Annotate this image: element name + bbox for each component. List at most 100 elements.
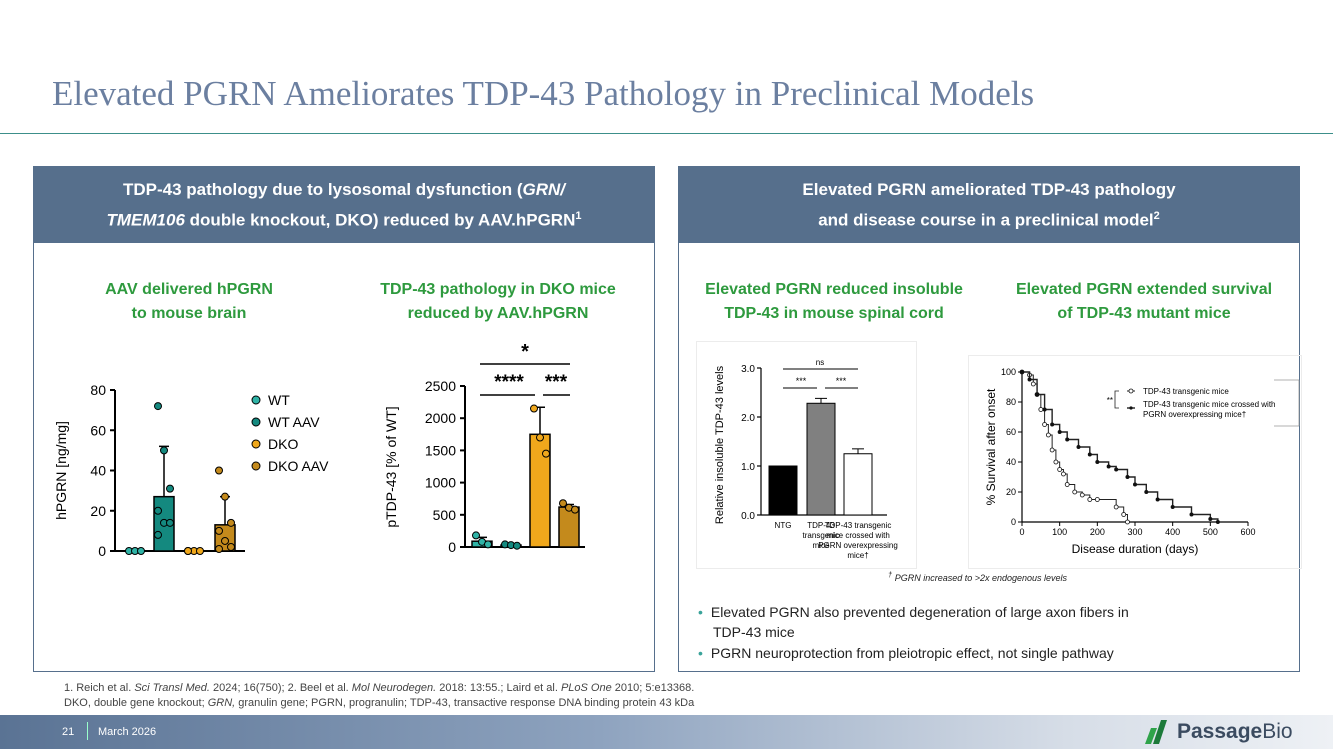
chart-hpgrn: 0 20 40 60 80 hPGRN [ng/mg] WT WT AAV DKO DKO AAV — [53, 382, 329, 559]
data-point — [215, 526, 223, 535]
survival-marker — [1114, 467, 1119, 472]
references: 1. Reich et al. Sci Transl Med. 2024; 16… — [64, 681, 694, 711]
right-sub1-line2: TDP-43 in mouse spinal cord — [724, 305, 944, 322]
footer-bar — [0, 715, 1333, 749]
left-panel-header: TDP-43 pathology due to lysosomal dysfun… — [34, 167, 654, 243]
legend-label: DKO AAV — [268, 458, 329, 474]
y-tick-label: 2500 — [425, 378, 456, 394]
y-axis-label: Relative insoluble TDP-43 levels — [714, 365, 726, 524]
survival-marker — [1144, 489, 1149, 494]
data-point — [184, 547, 192, 555]
title-divider — [0, 133, 1333, 134]
left-sub1: AAV delivered hPGRN to mouse brain — [60, 278, 318, 326]
y-tick-label: 1000 — [425, 475, 456, 491]
sig-bracket — [1114, 390, 1119, 409]
sig-label: *** — [836, 376, 847, 386]
legend-marker — [1128, 388, 1134, 394]
bullet-dot: • — [698, 645, 703, 661]
y-tick-label: 80 — [90, 382, 106, 398]
ref-text: 2024; 16(750); 2. Beel et al. — [209, 682, 352, 694]
legend-label: WT AAV — [268, 414, 320, 430]
passage-bio-logo: PassageBio — [1145, 720, 1293, 744]
footnote-text: PGRN increased to >2x endogenous levels — [894, 573, 1068, 583]
bullet-dot: • — [698, 604, 703, 620]
ref-text: DKO, double gene knockout; — [64, 697, 208, 709]
y-tick-label: 20 — [90, 503, 106, 519]
survival-marker — [1132, 482, 1137, 487]
right-header-line1: Elevated PGRN ameliorated TDP-43 patholo… — [802, 179, 1176, 199]
data-point — [154, 402, 162, 411]
survival-marker — [1050, 422, 1055, 427]
left-header-gene: GRN/ — [522, 179, 566, 199]
legend-label: DKO — [268, 436, 298, 452]
survival-marker — [1125, 519, 1130, 525]
left-sub1-line2: to mouse brain — [131, 305, 247, 322]
data-point — [536, 433, 544, 442]
logo-text: PassageBio — [1177, 720, 1293, 744]
survival-marker — [1079, 492, 1085, 498]
left-header-text2: double knockout, DKO) reduced by AAV.hPG… — [184, 210, 576, 230]
ref-text: 1. Reich et al. — [64, 682, 135, 694]
survival-marker — [1215, 519, 1220, 524]
page-number: 21 — [62, 726, 75, 738]
ref-gene: GRN, — [207, 697, 236, 709]
x-category-label: mice† — [847, 551, 868, 560]
left-panel: TDP-43 pathology due to lysosomal dysfun… — [33, 166, 655, 672]
survival-marker — [1035, 392, 1040, 397]
y-tick-label: 40 — [1006, 457, 1016, 467]
data-point — [227, 518, 235, 527]
survival-marker — [1087, 452, 1092, 457]
sig-label: ** — [1107, 396, 1113, 405]
footer-divider — [87, 722, 88, 740]
y-axis-label: % Survival after onset — [984, 388, 998, 505]
x-category-label: NTG — [775, 521, 792, 530]
y-tick-label: 2.0 — [741, 413, 755, 424]
survival-marker — [1189, 512, 1194, 517]
footnote: † PGRN increased to >2x endogenous level… — [888, 570, 1067, 583]
data-point — [215, 544, 223, 553]
bullet-2: • PGRN neuroprotection from pleiotropic e… — [698, 644, 1114, 662]
chart-insoluble-tdp43: 0.0 1.0 2.0 3.0 Relative insoluble TDP-43 le… — [696, 341, 917, 569]
right-panel: Elevated PGRN ameliorated TDP-43 patholo… — [678, 166, 1300, 672]
bullet-1-text: Elevated PGRN also prevented degeneratio… — [710, 604, 1129, 620]
survival-marker — [1027, 377, 1032, 382]
y-tick-label: 40 — [90, 463, 106, 479]
right-sub2-line2: of TDP-43 mutant mice — [1057, 305, 1231, 322]
bullet-1-cont: TDP-43 mice — [713, 623, 795, 641]
legend-marker — [251, 461, 261, 471]
chart-survival: 0 20 40 60 80 100 0 100 200 300 400 500 600 Disease d… — [968, 355, 1302, 569]
legend-frame — [1274, 379, 1300, 427]
survival-marker — [1125, 475, 1130, 480]
y-tick-label: 1.0 — [741, 462, 755, 473]
sig-label: *** — [796, 376, 807, 386]
legend-label: WT — [268, 392, 290, 408]
legend-marker — [251, 439, 261, 449]
survival-marker — [1061, 471, 1066, 477]
reference-line-1: 1. Reich et al. Sci Transl Med. 2024; 16… — [64, 681, 694, 696]
bullet-1: • Elevated PGRN also prevented degenerati… — [698, 603, 1129, 621]
legend-label: TDP-43 transgenic mice crossed with — [1143, 400, 1276, 409]
survival-marker — [1208, 516, 1213, 521]
x-tick-label: 400 — [1165, 527, 1180, 537]
data-point — [530, 404, 538, 413]
y-tick-label: 0 — [98, 543, 106, 559]
left-sub2-line2: reduced by AAV.hPGRN — [407, 305, 589, 322]
x-category-label: TDP-43 transgenic — [825, 521, 892, 530]
bullet-1-text-cont: TDP-43 mice — [713, 624, 795, 640]
x-tick-label: 500 — [1203, 527, 1218, 537]
left-header-gene2: TMEM106 — [106, 210, 185, 230]
x-category-label: transgenic — [803, 531, 840, 540]
survival-marker — [1076, 445, 1081, 450]
survival-marker — [1038, 407, 1044, 412]
survival-marker — [1064, 482, 1070, 487]
sig-label: *** — [545, 372, 568, 393]
survival-marker — [1065, 437, 1070, 442]
logo-text-light: Bio — [1262, 720, 1293, 743]
x-axis-label: Disease duration (days) — [1072, 542, 1199, 556]
survival-marker — [1113, 504, 1119, 510]
data-point — [221, 492, 229, 501]
legend-marker — [1129, 406, 1133, 410]
survival-marker — [1095, 460, 1100, 465]
x-tick-label: 600 — [1240, 527, 1255, 537]
survival-marker — [1030, 381, 1036, 387]
